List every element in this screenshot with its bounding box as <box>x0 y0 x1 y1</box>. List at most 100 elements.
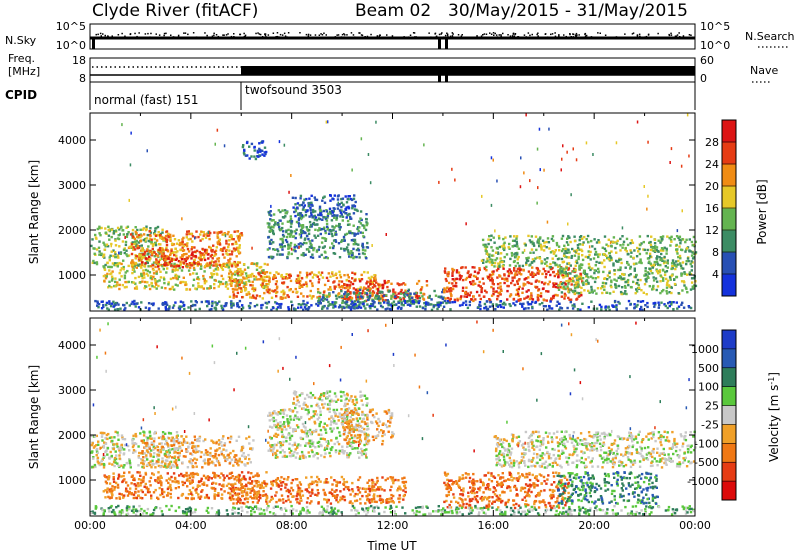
heatmap-cell <box>104 249 106 251</box>
heatmap-cell <box>196 250 198 252</box>
heatmap-cell <box>170 250 172 252</box>
heatmap-cell <box>149 448 151 450</box>
heatmap-cell <box>318 256 320 258</box>
heatmap-cell <box>473 295 475 297</box>
nsky-point <box>639 34 641 36</box>
heatmap-cell <box>479 281 481 283</box>
heatmap-cell <box>323 210 325 212</box>
heatmap-cell <box>524 249 526 252</box>
heatmap-cell <box>107 266 109 268</box>
nsky-point <box>265 33 267 35</box>
heatmap-cell <box>343 211 345 213</box>
heatmap-cell <box>303 199 305 201</box>
heatmap-cell <box>563 286 565 288</box>
heatmap-cell <box>343 236 345 238</box>
heatmap-cell <box>444 267 446 269</box>
heatmap-cell <box>298 219 300 221</box>
heatmap-cell <box>158 437 160 439</box>
heatmap-cell <box>115 450 117 452</box>
heatmap-cell <box>341 202 343 204</box>
heatmap-cell <box>327 280 329 282</box>
heatmap-cell <box>129 462 131 464</box>
heatmap-cell <box>600 306 602 308</box>
heatmap-cell <box>191 240 193 242</box>
heatmap-cell <box>586 141 588 144</box>
heatmap-cell <box>682 267 684 269</box>
heatmap-cell <box>529 239 531 241</box>
heatmap-cell <box>681 238 683 240</box>
heatmap-cell <box>312 211 314 213</box>
nsky-label: N.Sky <box>5 34 37 47</box>
heatmap-cell <box>348 276 350 278</box>
nsky-point <box>147 33 149 35</box>
heatmap-cell <box>338 225 340 227</box>
heatmap-cell <box>300 229 302 231</box>
nsky-point <box>243 33 245 35</box>
heatmap-cell <box>294 244 296 246</box>
heatmap-cell <box>206 451 208 453</box>
heatmap-cell <box>270 214 272 216</box>
heatmap-cell <box>306 274 308 276</box>
heatmap-cell <box>525 244 527 246</box>
heatmap-cell <box>119 284 121 286</box>
heatmap-cell <box>561 168 563 171</box>
heatmap-cell <box>306 235 308 237</box>
heatmap-cell <box>151 239 153 241</box>
heatmap-cell <box>674 283 676 285</box>
heatmap-cell <box>156 239 158 241</box>
heatmap-cell <box>339 256 341 258</box>
heatmap-cell <box>478 294 480 296</box>
heatmap-cell <box>186 257 188 259</box>
heatmap-cell <box>403 293 405 295</box>
heatmap-cell <box>262 297 264 299</box>
heatmap-cell <box>269 243 271 245</box>
heatmap-cell <box>110 286 112 288</box>
heatmap-cell <box>303 303 305 305</box>
heatmap-cell <box>147 265 149 267</box>
heatmap-cell <box>365 213 367 215</box>
nsky-point <box>244 36 246 38</box>
heatmap-cell <box>326 298 328 300</box>
heatmap-cell <box>147 149 149 152</box>
heatmap-cell <box>123 249 125 251</box>
heatmap-cell <box>235 454 237 456</box>
nsky-point <box>227 33 229 35</box>
heatmap-cell <box>97 452 99 454</box>
heatmap-cell <box>333 217 335 219</box>
heatmap-cell <box>673 262 675 264</box>
heatmap-cell <box>610 241 612 244</box>
heatmap-cell <box>111 303 113 305</box>
heatmap-cell <box>338 223 340 225</box>
heatmap-cell <box>300 292 302 294</box>
heatmap-cell <box>153 272 155 274</box>
heatmap-cell <box>109 437 111 439</box>
heatmap-cell <box>590 301 592 303</box>
heatmap-cell <box>521 306 523 308</box>
heatmap-cell <box>232 291 234 293</box>
heatmap-cell <box>318 281 320 283</box>
heatmap-cell <box>254 305 256 307</box>
heatmap-cell <box>225 240 227 242</box>
heatmap-cell <box>634 268 636 270</box>
heatmap-cell <box>236 302 238 304</box>
heatmap-cell <box>514 240 516 242</box>
heatmap-cell <box>261 141 263 143</box>
heatmap-cell <box>167 283 169 285</box>
heatmap-cell <box>149 435 151 437</box>
heatmap-cell <box>209 262 211 264</box>
heatmap-cell <box>297 307 299 309</box>
heatmap-cell <box>502 265 504 267</box>
heatmap-cell <box>317 300 319 302</box>
nsky-point <box>450 36 452 38</box>
nsky-point <box>515 33 517 35</box>
heatmap-cell <box>582 241 584 243</box>
heatmap-cell <box>647 235 649 237</box>
heatmap-cell <box>142 459 144 461</box>
heatmap-cell <box>644 185 646 188</box>
heatmap-cell <box>503 278 505 280</box>
heatmap-cell <box>106 275 108 277</box>
heatmap-cell <box>343 307 345 309</box>
heatmap-cell <box>263 155 265 157</box>
heatmap-cell <box>354 279 356 281</box>
